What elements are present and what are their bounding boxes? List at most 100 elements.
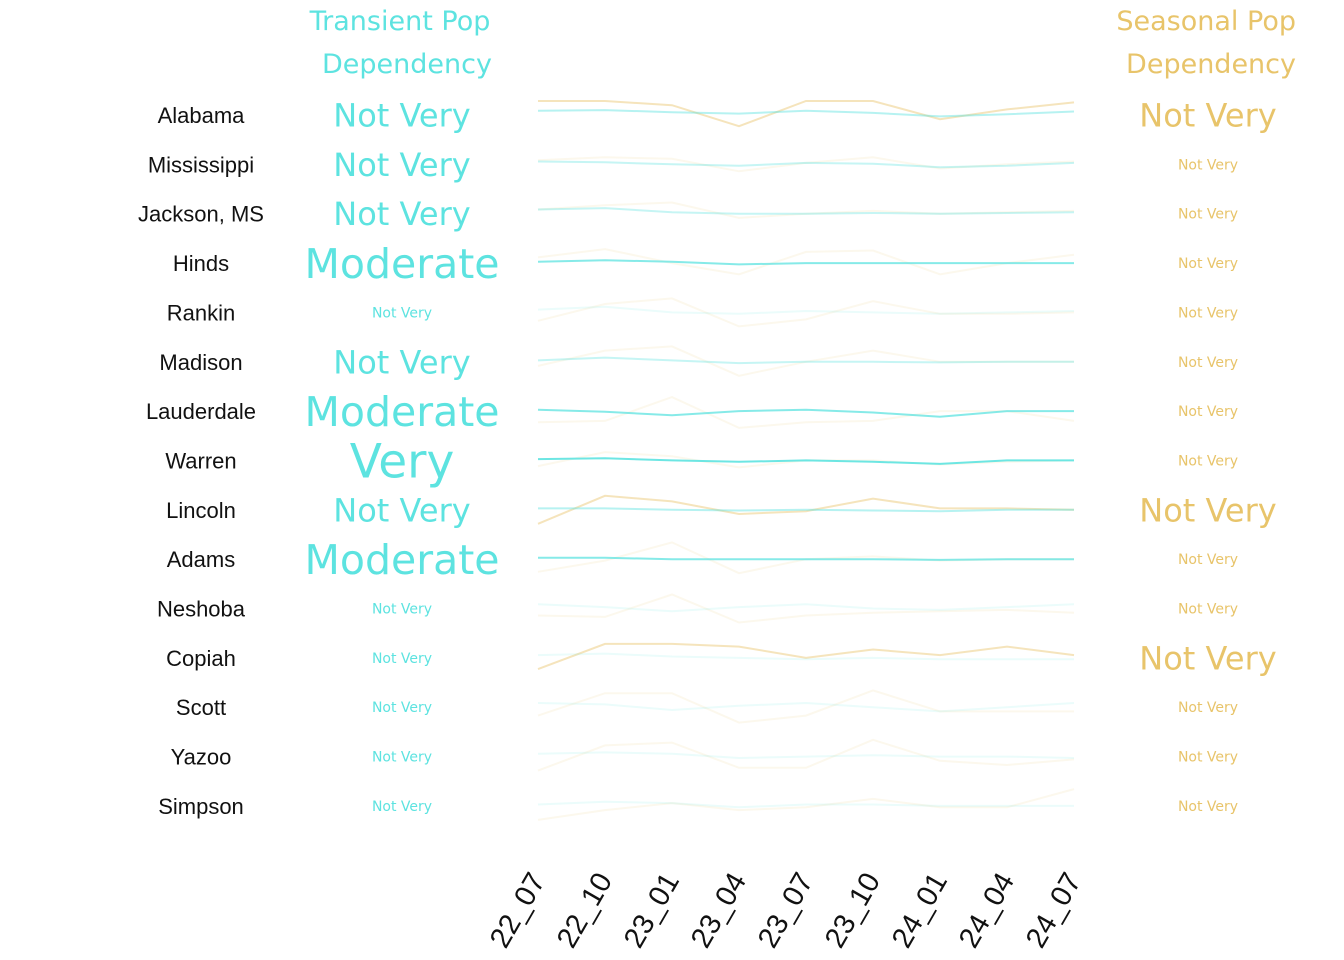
seasonal-level-label: Not Very [1178,157,1238,173]
transient-level-label: Moderate [305,536,500,584]
row-mississippi: Mississippi Not Very Not Very [148,146,1238,184]
region-label: Scott [176,695,226,720]
region-label: Lincoln [166,498,236,523]
region-label: Jackson, MS [138,202,264,227]
seasonal-level-label: Not Very [1178,207,1238,223]
x-tick-label: 22_10 [551,868,619,954]
transient-series-line [537,751,1075,760]
seasonal-series-line [537,201,1075,219]
transient-level-label: Not Very [333,195,470,233]
region-label: Hinds [173,251,229,276]
transient-level-label: Not Very [333,97,470,135]
transient-level-label: Not Very [333,343,470,381]
row-warren: Warren Very Not Very [165,434,1238,489]
transient-level-label: Not Very [333,491,470,529]
transient-level-label: Not Very [333,146,470,184]
transient-series-line [537,457,1074,465]
region-label: Mississippi [148,152,254,177]
transient-level-label: Moderate [305,240,500,288]
transient-level-label: Not Very [372,700,432,716]
seasonal-series-line [537,345,1074,377]
region-label: Simpson [158,794,244,819]
row-neshoba: Neshoba Not Very Not Very [157,593,1238,624]
seasonal-header-line-1: Seasonal Pop [1116,6,1296,37]
seasonal-level-label: Not Very [1178,355,1238,371]
seasonal-level-label: Not Very [1178,750,1238,766]
region-label: Copiah [166,646,236,671]
seasonal-level-label: Not Very [1178,552,1238,568]
transient-series-line [537,207,1075,215]
row-adams: Adams Moderate Not Very [167,536,1238,584]
x-tick-label: 22_07 [484,868,552,954]
chart-rows: Alabama Not Very Not Very Mississippi Not Ve… [138,97,1277,821]
seasonal-level-label: Not Very [1178,700,1238,716]
transient-series-line [538,507,1074,513]
row-jackson-ms: Jackson, MS Not Very Not Very [138,195,1238,233]
transient-level-label: Not Very [372,602,432,618]
transient-series-line [537,800,1074,809]
row-rankin: Rankin Not Very Not Very [167,297,1238,328]
seasonal-series-line [537,593,1075,624]
row-copiah: Copiah Not Very Not Very [166,639,1277,677]
seasonal-level-label: Not Very [1139,639,1276,677]
transient-level-label: Not Very [372,799,432,815]
transient-series-line [537,356,1074,365]
region-label: Warren [165,448,236,473]
transient-level-label: Not Very [372,305,432,321]
seasonal-level-label: Not Very [1178,602,1238,618]
transient-header-line-1: Transient Pop [309,6,491,37]
seasonal-series-line [537,642,1075,671]
x-tick-label: 24_07 [1020,868,1088,954]
seasonal-level-label: Not Very [1178,305,1238,321]
x-tick-label: 23_04 [685,868,753,954]
transient-series-line [537,305,1075,315]
seasonal-series-line [537,494,1075,525]
row-hinds: Hinds Moderate Not Very [173,240,1238,288]
seasonal-series-line [537,248,1075,276]
transient-level-label: Not Very [372,651,432,667]
row-simpson: Simpson Not Very Not Very [158,788,1238,821]
transient-header: Transient Pop Dependency [309,6,492,80]
x-tick-label: 23_01 [618,868,686,954]
seasonal-level-label: Not Very [1178,799,1238,815]
seasonal-series-line [537,738,1075,772]
region-label: Neshoba [157,597,246,622]
transient-series-line [537,701,1075,713]
region-label: Madison [159,350,242,375]
transient-level-label: Moderate [305,388,500,436]
row-alabama: Alabama Not Very Not Very [158,97,1277,135]
row-lincoln: Lincoln Not Very Not Very [166,491,1277,529]
seasonal-series-line [537,297,1075,328]
seasonal-level-label: Not Very [1139,97,1276,135]
transient-series-line [537,109,1075,118]
region-label: Rankin [167,300,235,325]
seasonal-series-line [537,156,1075,173]
transient-series-line [538,556,1074,561]
x-axis-ticks: 22_0722_1023_0123_0423_0723_1024_0124_04… [484,868,1088,954]
transient-series-line [537,408,1074,418]
row-madison: Madison Not Very Not Very [159,343,1238,381]
x-tick-label: 23_10 [819,868,887,954]
seasonal-header-line-2: Dependency [1126,49,1296,80]
region-label: Lauderdale [146,399,256,424]
seasonal-level-label: Not Very [1178,404,1238,420]
transient-level-label: Not Very [372,750,432,766]
transient-header-line-2: Dependency [322,49,492,80]
x-tick-label: 24_04 [953,868,1021,954]
region-label: Yazoo [171,745,232,770]
seasonal-level-label: Not Very [1178,453,1238,469]
row-lauderdale: Lauderdale Moderate Not Very [146,388,1238,436]
seasonal-level-label: Not Very [1139,491,1276,529]
region-label: Alabama [158,103,246,128]
x-tick-label: 23_07 [752,868,820,954]
region-label: Adams [167,547,235,572]
seasonal-series-line [537,788,1075,821]
seasonal-series-line [538,100,1075,128]
transient-series-line [537,652,1074,661]
transient-series-line [537,160,1075,169]
transient-level-label: Very [350,434,455,489]
transient-series-line [537,259,1074,266]
transient-series-line [537,603,1075,613]
seasonal-header: Seasonal Pop Dependency [1116,6,1296,80]
